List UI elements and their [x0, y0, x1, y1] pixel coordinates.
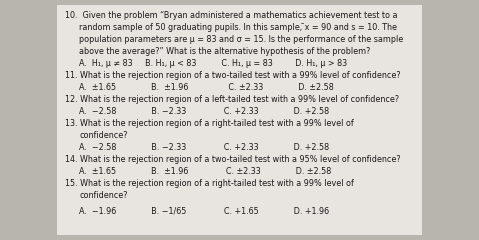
Text: confidence?: confidence?: [79, 191, 127, 200]
Text: A.  −2.58              B. −2.33               C. +2.33              D. +2.58: A. −2.58 B. −2.33 C. +2.33 D. +2.58: [79, 107, 329, 116]
Text: population parameters are μ = 83 and σ = 15. Is the performance of the sample: population parameters are μ = 83 and σ =…: [79, 35, 403, 44]
Text: above the average?” What is the alternative hypothesis of the problem?: above the average?” What is the alternat…: [79, 47, 370, 56]
Text: A.  −1.96              B. −1/65               C. +1.65              D. +1.96: A. −1.96 B. −1/65 C. +1.65 D. +1.96: [79, 206, 329, 216]
Text: A.  ±1.65              B.  ±1.96               C. ±2.33              D. ±2.58: A. ±1.65 B. ±1.96 C. ±2.33 D. ±2.58: [79, 167, 331, 176]
Text: A.  −2.58              B. −2.33               C. +2.33              D. +2.58: A. −2.58 B. −2.33 C. +2.33 D. +2.58: [79, 143, 329, 152]
Text: random sample of 50 graduating pupils. In this sample, ̄x = 90 and s = 10. The: random sample of 50 graduating pupils. I…: [79, 23, 397, 32]
Text: confidence?: confidence?: [79, 131, 127, 140]
Text: A.  ±1.65              B.  ±1.96                C. ±2.33              D. ±2.58: A. ±1.65 B. ±1.96 C. ±2.33 D. ±2.58: [79, 83, 334, 92]
Text: A.  H₁, μ ≠ 83     B. H₁, μ < 83          C. H₁, μ = 83         D. H₁, μ > 83: A. H₁, μ ≠ 83 B. H₁, μ < 83 C. H₁, μ = 8…: [79, 59, 347, 68]
Text: 11. What is the rejection region of a two-tailed test with a 99% level of confid: 11. What is the rejection region of a tw…: [65, 71, 400, 80]
Text: 13. What is the rejection region of a right-tailed test with a 99% level of: 13. What is the rejection region of a ri…: [65, 119, 354, 128]
FancyBboxPatch shape: [57, 5, 422, 235]
Text: 12. What is the rejection region of a left-tailed test with a 99% level of confi: 12. What is the rejection region of a le…: [65, 95, 399, 104]
Text: 14. What is the rejection region of a two-tailed test with a 95% level of confid: 14. What is the rejection region of a tw…: [65, 155, 400, 164]
Text: 15. What is the rejection region of a right-tailed test with a 99% level of: 15. What is the rejection region of a ri…: [65, 179, 354, 188]
Text: 10.  Given the problem “Bryan administered a mathematics achievement test to a: 10. Given the problem “Bryan administere…: [65, 11, 397, 20]
